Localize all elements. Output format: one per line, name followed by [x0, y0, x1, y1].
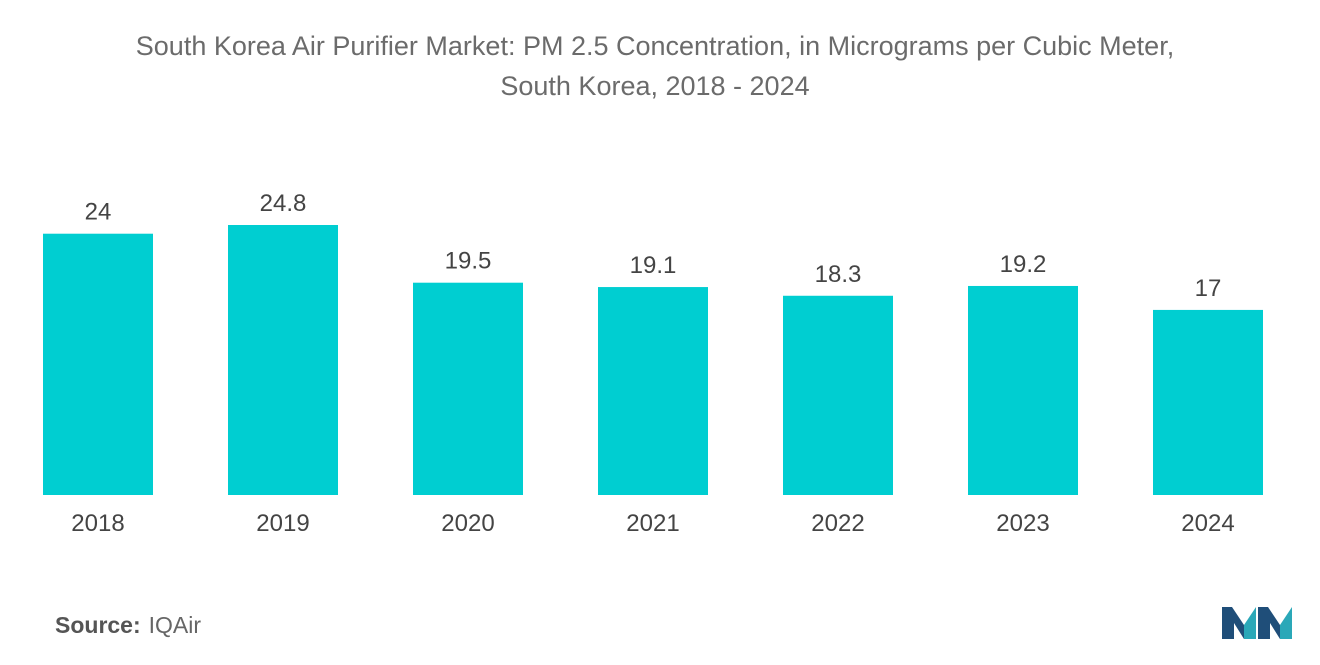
bar-2019	[228, 225, 338, 495]
mordor-intelligence-logo-icon	[1222, 607, 1292, 639]
bar-2022	[783, 295, 893, 495]
x-tick-label-2023: 2023	[996, 510, 1049, 537]
bar-2024	[1153, 309, 1263, 495]
data-label-2020: 19.5	[445, 248, 492, 275]
x-tick-label-2021: 2021	[626, 510, 679, 537]
source-note: Source: IQAir	[55, 612, 201, 639]
data-label-2019: 24.8	[260, 190, 307, 217]
chart-title-line-2: South Korea, 2018 - 2024	[500, 71, 810, 101]
data-label-2024: 17	[1195, 275, 1222, 302]
x-tick-label-2022: 2022	[811, 510, 864, 537]
source-value: IQAir	[148, 612, 202, 638]
bar-2023	[968, 285, 1078, 495]
data-label-2022: 18.3	[815, 261, 862, 288]
chart-title-line-1: South Korea Air Purifier Market: PM 2.5 …	[135, 31, 1175, 61]
x-tick-label-2019: 2019	[256, 510, 309, 537]
bar-2018	[43, 233, 153, 496]
source-label: Source:	[55, 612, 141, 638]
data-label-2021: 19.1	[630, 252, 677, 279]
x-tick-label-2020: 2020	[441, 510, 494, 537]
chart-title: South Korea Air Purifier Market: PM 2.5 …	[0, 26, 1310, 106]
bar-2021	[598, 287, 708, 495]
data-label-2018: 24	[85, 199, 112, 226]
data-label-2023: 19.2	[1000, 251, 1047, 278]
x-tick-label-2024: 2024	[1181, 510, 1234, 537]
x-tick-label-2018: 2018	[71, 510, 124, 537]
bar-2020	[413, 282, 523, 495]
